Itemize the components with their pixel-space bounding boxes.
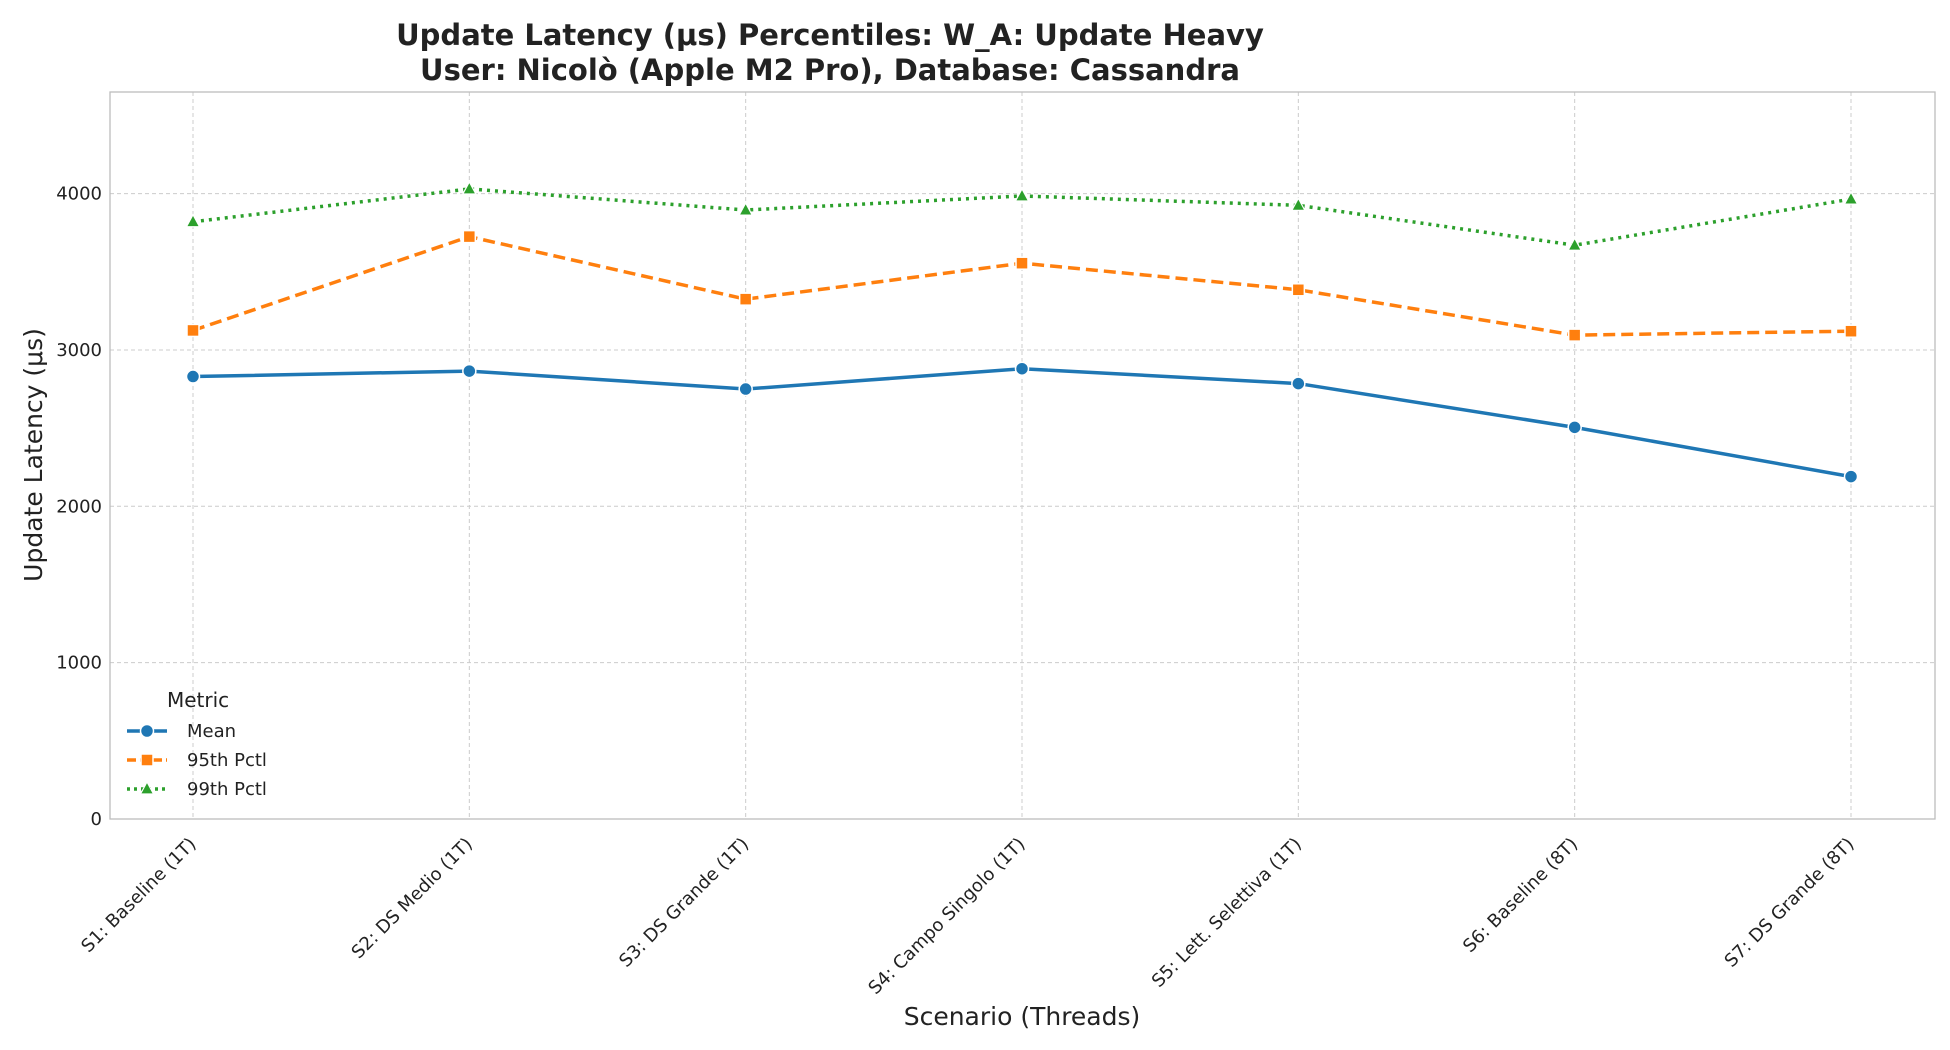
- legend: Metric Mean 95th Pctl 99th Pctl: [127, 688, 267, 800]
- x-axis-label: Scenario (Threads): [904, 1002, 1141, 1031]
- x-tick-label: S5: Lett. Selettiva (1T): [1148, 834, 1306, 992]
- legend-label-95th-pctl: 95th Pctl: [187, 750, 267, 771]
- data-point-mean: [1843, 469, 1859, 484]
- data-point-95th-pctl: [462, 229, 477, 244]
- x-tick-label: S1: Baseline (1T): [77, 834, 200, 957]
- legend-label-mean: Mean: [187, 721, 236, 742]
- plot-area: [109, 91, 1936, 820]
- y-tick-label: 1000: [56, 653, 102, 674]
- chart-subtitle: User: Nicolò (Apple M2 Pro), Database: C…: [420, 53, 1240, 87]
- y-tick-label: 3000: [56, 340, 102, 361]
- legend-item-99th-pctl: 99th Pctl: [127, 779, 267, 800]
- x-tick-label: S4: Campo Singolo (1T): [864, 834, 1029, 999]
- series-95th-pctl: [186, 229, 1858, 342]
- series-99th-pctl: [185, 180, 1859, 251]
- data-point-mean: [185, 369, 201, 384]
- series-mean: [185, 361, 1859, 484]
- x-tick-label: S6: Baseline (8T): [1459, 834, 1582, 957]
- data-point-99th-pctl: [738, 201, 754, 216]
- data-point-95th-pctl: [738, 292, 753, 306]
- x-tick-label: S3: DS Grande (1T): [615, 834, 753, 972]
- data-point-99th-pctl: [1843, 190, 1859, 205]
- legend-item-mean: Mean: [127, 721, 236, 742]
- x-tick-label: S2: DS Medio (1T): [348, 834, 477, 963]
- tick-labels: S1: Baseline (1T) S2: DS Medio (1T) S3: DS…: [56, 184, 1858, 999]
- data-point-95th-pctl: [186, 323, 200, 338]
- data-point-95th-pctl: [1567, 328, 1582, 342]
- legend-marker-mean: [139, 723, 155, 739]
- y-tick-label: 4000: [56, 184, 102, 205]
- data-point-95th-pctl: [1291, 283, 1306, 297]
- legend-marker-95th-pctl: [140, 753, 154, 767]
- data-point-99th-pctl: [1290, 197, 1306, 211]
- legend-label-99th-pctl: 99th Pctl: [187, 779, 267, 800]
- legend-marker-99th-pctl: [139, 780, 155, 795]
- y-tick-label: 0: [91, 809, 102, 830]
- data-point-99th-pctl: [1567, 236, 1583, 251]
- y-tick-label: 2000: [56, 496, 102, 517]
- data-point-mean: [1014, 361, 1030, 376]
- y-axis-label: Update Latency (μs): [19, 328, 48, 582]
- series-line-95th-pctl: [192, 234, 1852, 337]
- data-point-mean: [1291, 376, 1306, 391]
- data-point-mean: [462, 363, 477, 379]
- data-point-99th-pctl: [185, 213, 201, 228]
- x-tick-label: S7: DS Grande (8T): [1721, 834, 1859, 972]
- chart-title: Update Latency (μs) Percentiles: W_A: Up…: [396, 18, 1264, 52]
- series-layer: [185, 180, 1859, 484]
- data-point-99th-pctl: [461, 180, 477, 195]
- data-point-95th-pctl: [1844, 324, 1858, 338]
- legend-item-95th-pctl: 95th Pctl: [127, 750, 267, 771]
- data-point-95th-pctl: [1015, 256, 1029, 270]
- data-point-mean: [738, 381, 753, 397]
- data-point-mean: [1567, 420, 1582, 435]
- data-point-99th-pctl: [1014, 187, 1030, 202]
- legend-title: Metric: [167, 688, 229, 712]
